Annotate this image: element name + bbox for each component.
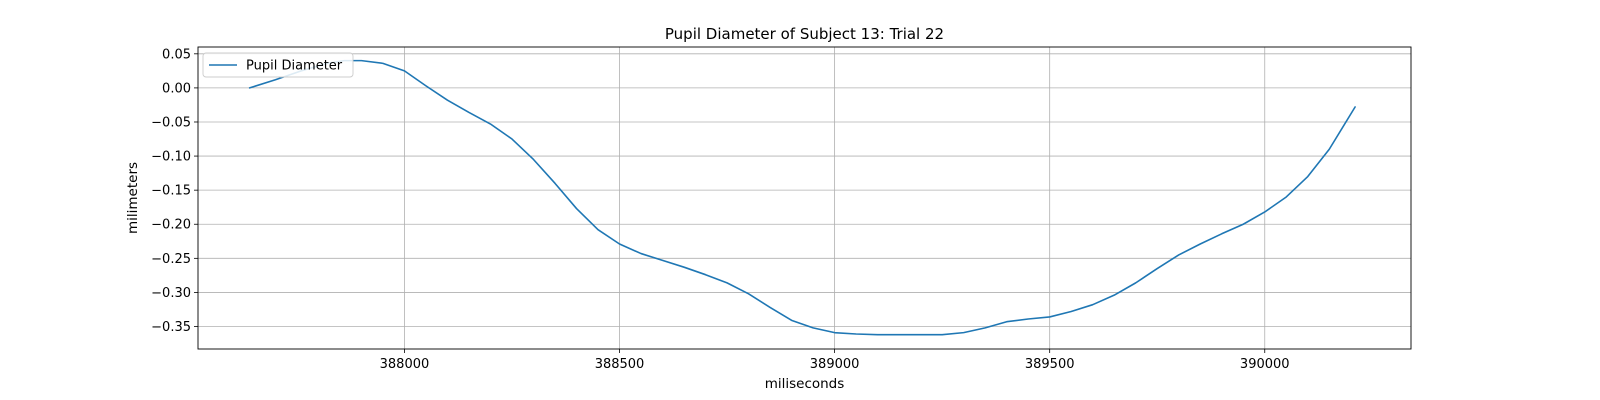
y-tick-label: 0.00 xyxy=(162,81,191,96)
tick-layer: 388000 388500 389000 389500 390000 0.05 0.00 −0… xyxy=(151,47,1289,372)
x-tick-label: 389000 xyxy=(810,357,860,372)
y-tick-label: −0.05 xyxy=(151,115,191,130)
y-tick-label: −0.10 xyxy=(151,150,191,165)
series-line-pupil-diameter xyxy=(248,59,1356,336)
x-tick-label: 388500 xyxy=(595,357,645,372)
y-tick-label: −0.30 xyxy=(151,286,191,301)
chart-title: Pupil Diameter of Subject 13: Trial 22 xyxy=(665,25,944,43)
legend-box xyxy=(202,52,354,78)
y-tick-label: −0.35 xyxy=(151,320,191,335)
y-tick-label: −0.20 xyxy=(151,218,191,233)
plot-frame xyxy=(197,46,1412,350)
x-axis-title: miliseconds xyxy=(765,376,845,392)
y-axis-title: milimeters xyxy=(125,162,141,234)
series-layer xyxy=(248,59,1356,336)
x-tick-label: 390000 xyxy=(1240,357,1290,372)
legend-label-pupil-diameter: Pupil Diameter xyxy=(246,59,343,74)
grid xyxy=(198,47,1411,349)
y-tick-label: 0.05 xyxy=(162,47,191,62)
x-tick-label: 389500 xyxy=(1025,357,1075,372)
x-tick-label: 388000 xyxy=(380,357,430,372)
y-tick-label: −0.25 xyxy=(151,252,191,267)
legend: Pupil Diameter xyxy=(202,52,354,78)
y-tick-label: −0.15 xyxy=(151,184,191,199)
